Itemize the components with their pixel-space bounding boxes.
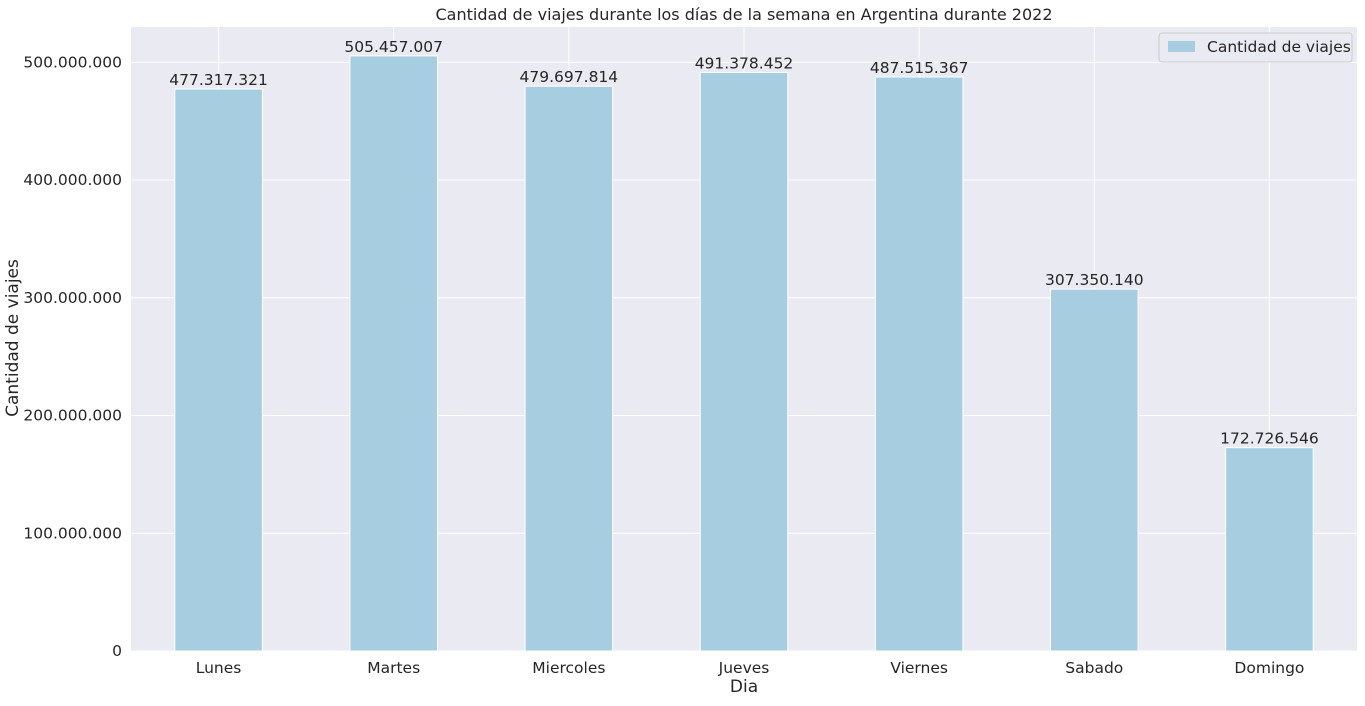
bar-sabado [1050, 288, 1139, 652]
x-tick-label: Sabado [1065, 659, 1123, 677]
legend-frame [1158, 32, 1353, 63]
y-tick-label: 200.000.000 [23, 407, 122, 425]
chart-title: Cantidad de viajes durante los días de l… [435, 5, 1052, 24]
data-label: 479.697.814 [520, 68, 619, 86]
data-label: 505.457.007 [344, 38, 443, 56]
y-axis-label: Cantidad de viajes [3, 259, 23, 417]
bar-domingo [1225, 447, 1314, 652]
x-tick-label: Miercoles [532, 659, 605, 677]
y-tick-label: 300.000.000 [23, 289, 122, 307]
x-tick-label: Martes [367, 659, 420, 677]
legend: Cantidad de viajes [1158, 32, 1353, 63]
y-tick-label: 400.000.000 [23, 171, 122, 189]
y-tick-label: 100.000.000 [23, 524, 122, 542]
x-tick-label: Viernes [890, 659, 948, 677]
x-axis-ticks: Lunes Martes Miercoles Jueves Viernes Sabado D… [196, 659, 1305, 677]
bar-jueves [699, 71, 789, 652]
bars [174, 55, 1314, 652]
data-label: 172.726.546 [1220, 430, 1319, 448]
x-tick-label: Lunes [196, 659, 242, 677]
y-tick-label: 0 [112, 642, 122, 660]
x-axis-label: Dia [730, 677, 758, 697]
data-label: 491.378.452 [695, 54, 794, 72]
data-label: 487.515.367 [870, 59, 969, 77]
data-label: 307.350.140 [1045, 271, 1144, 289]
legend-label: Cantidad de viajes [1207, 38, 1351, 56]
x-tick-label: Domingo [1234, 659, 1304, 677]
bar-lunes [174, 88, 263, 652]
data-labels: 477.317.321 505.457.007 479.697.814 491.378… [169, 38, 1318, 448]
legend-swatch [1168, 41, 1195, 52]
bar-martes [349, 55, 438, 652]
y-tick-label: 500.000.000 [23, 53, 122, 71]
y-axis-ticks: 0 100.000.000 200.000.000 300.000.000 400.00… [23, 53, 122, 660]
data-label: 477.317.321 [169, 71, 268, 89]
bar-viernes [874, 76, 964, 652]
x-tick-label: Jueves [718, 659, 770, 677]
bar-miercoles [524, 85, 614, 652]
